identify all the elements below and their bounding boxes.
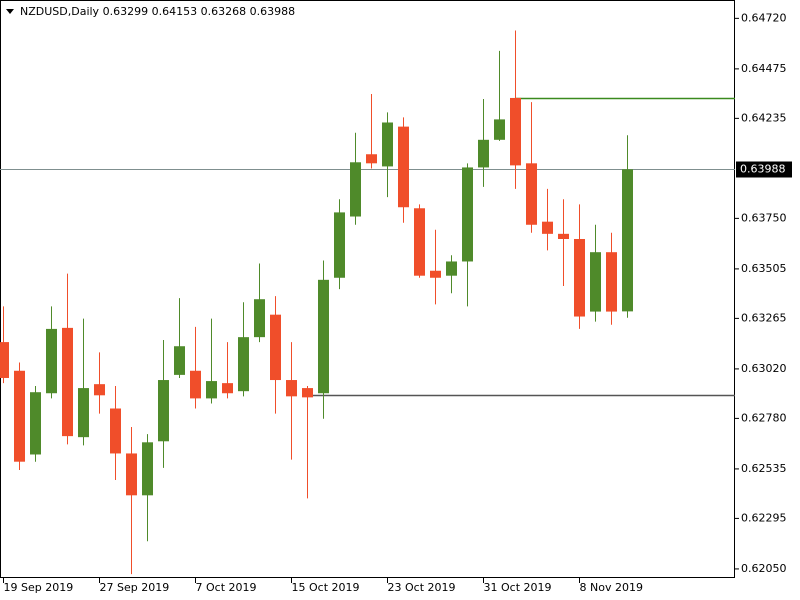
down-body [270,314,281,381]
up-body [78,388,89,438]
down-body [14,370,25,462]
header: NZDUSD,Daily 0.63299 0.64153 0.63268 0.6… [20,5,295,18]
down-body [286,380,297,397]
up-body [206,381,217,399]
y-tick-label: 0.62050 [741,562,787,575]
down-body [190,370,201,399]
up-body [334,212,345,278]
down-body [574,238,585,317]
menu-triangle[interactable] [6,9,14,14]
down-body [302,388,313,398]
up-body [46,328,57,394]
x-tick-label: 7 Oct 2019 [196,581,257,594]
up-body [622,169,633,312]
down-body [542,221,553,234]
y-tick-label: 0.63265 [741,311,787,324]
down-body [526,163,537,225]
up-body [142,442,153,496]
up-body [494,119,505,140]
x-tick-label: 23 Oct 2019 [388,581,456,594]
down-body [0,342,9,378]
up-body [238,337,249,392]
down-body [510,97,521,166]
down-body [558,233,569,239]
down-body [398,126,409,208]
up-body [318,279,329,394]
x-tick-label: 27 Sep 2019 [100,581,170,594]
down-body [606,252,617,312]
down-body [126,453,137,496]
header-high: 0.64153 [152,5,198,18]
down-body [414,208,425,276]
y-tick-label: 0.63020 [741,362,787,375]
down-body [366,154,377,164]
y-tick-label: 0.62535 [741,462,787,475]
up-body [174,346,185,375]
down-body [62,327,73,437]
header-open: 0.63299 [103,5,149,18]
up-body [254,299,265,338]
y-tick-label: 0.63505 [741,262,787,275]
x-tick-label: 19 Sep 2019 [4,581,74,594]
symbol: NZDUSD,Daily [20,5,100,18]
down-body [430,270,441,278]
y-tick-label: 0.64475 [741,62,787,75]
plot-area [0,30,735,575]
price-label-box [736,161,792,178]
up-body [158,380,169,442]
y-tick-label: 0.62780 [741,411,787,424]
up-body [478,139,489,168]
up-body [462,167,473,262]
y-tick-label: 0.62295 [741,511,787,524]
header-close: 0.63988 [250,5,296,18]
up-body [30,392,41,455]
x-tick-label: 15 Oct 2019 [292,581,360,594]
y-tick-label: 0.64235 [741,111,787,124]
header-low: 0.63268 [201,5,247,18]
up-body [446,261,457,276]
price-label: 0.63988 [740,163,786,176]
x-tick-label: 8 Nov 2019 [580,581,643,594]
down-body [222,383,233,394]
y-tick-label: 0.63750 [741,211,787,224]
up-body [590,252,601,312]
y-tick-label: 0.64720 [741,11,787,24]
x-tick-label: 31 Oct 2019 [484,581,552,594]
up-body [382,122,393,167]
down-body [94,384,105,396]
up-body [350,162,361,217]
down-body [110,408,121,454]
